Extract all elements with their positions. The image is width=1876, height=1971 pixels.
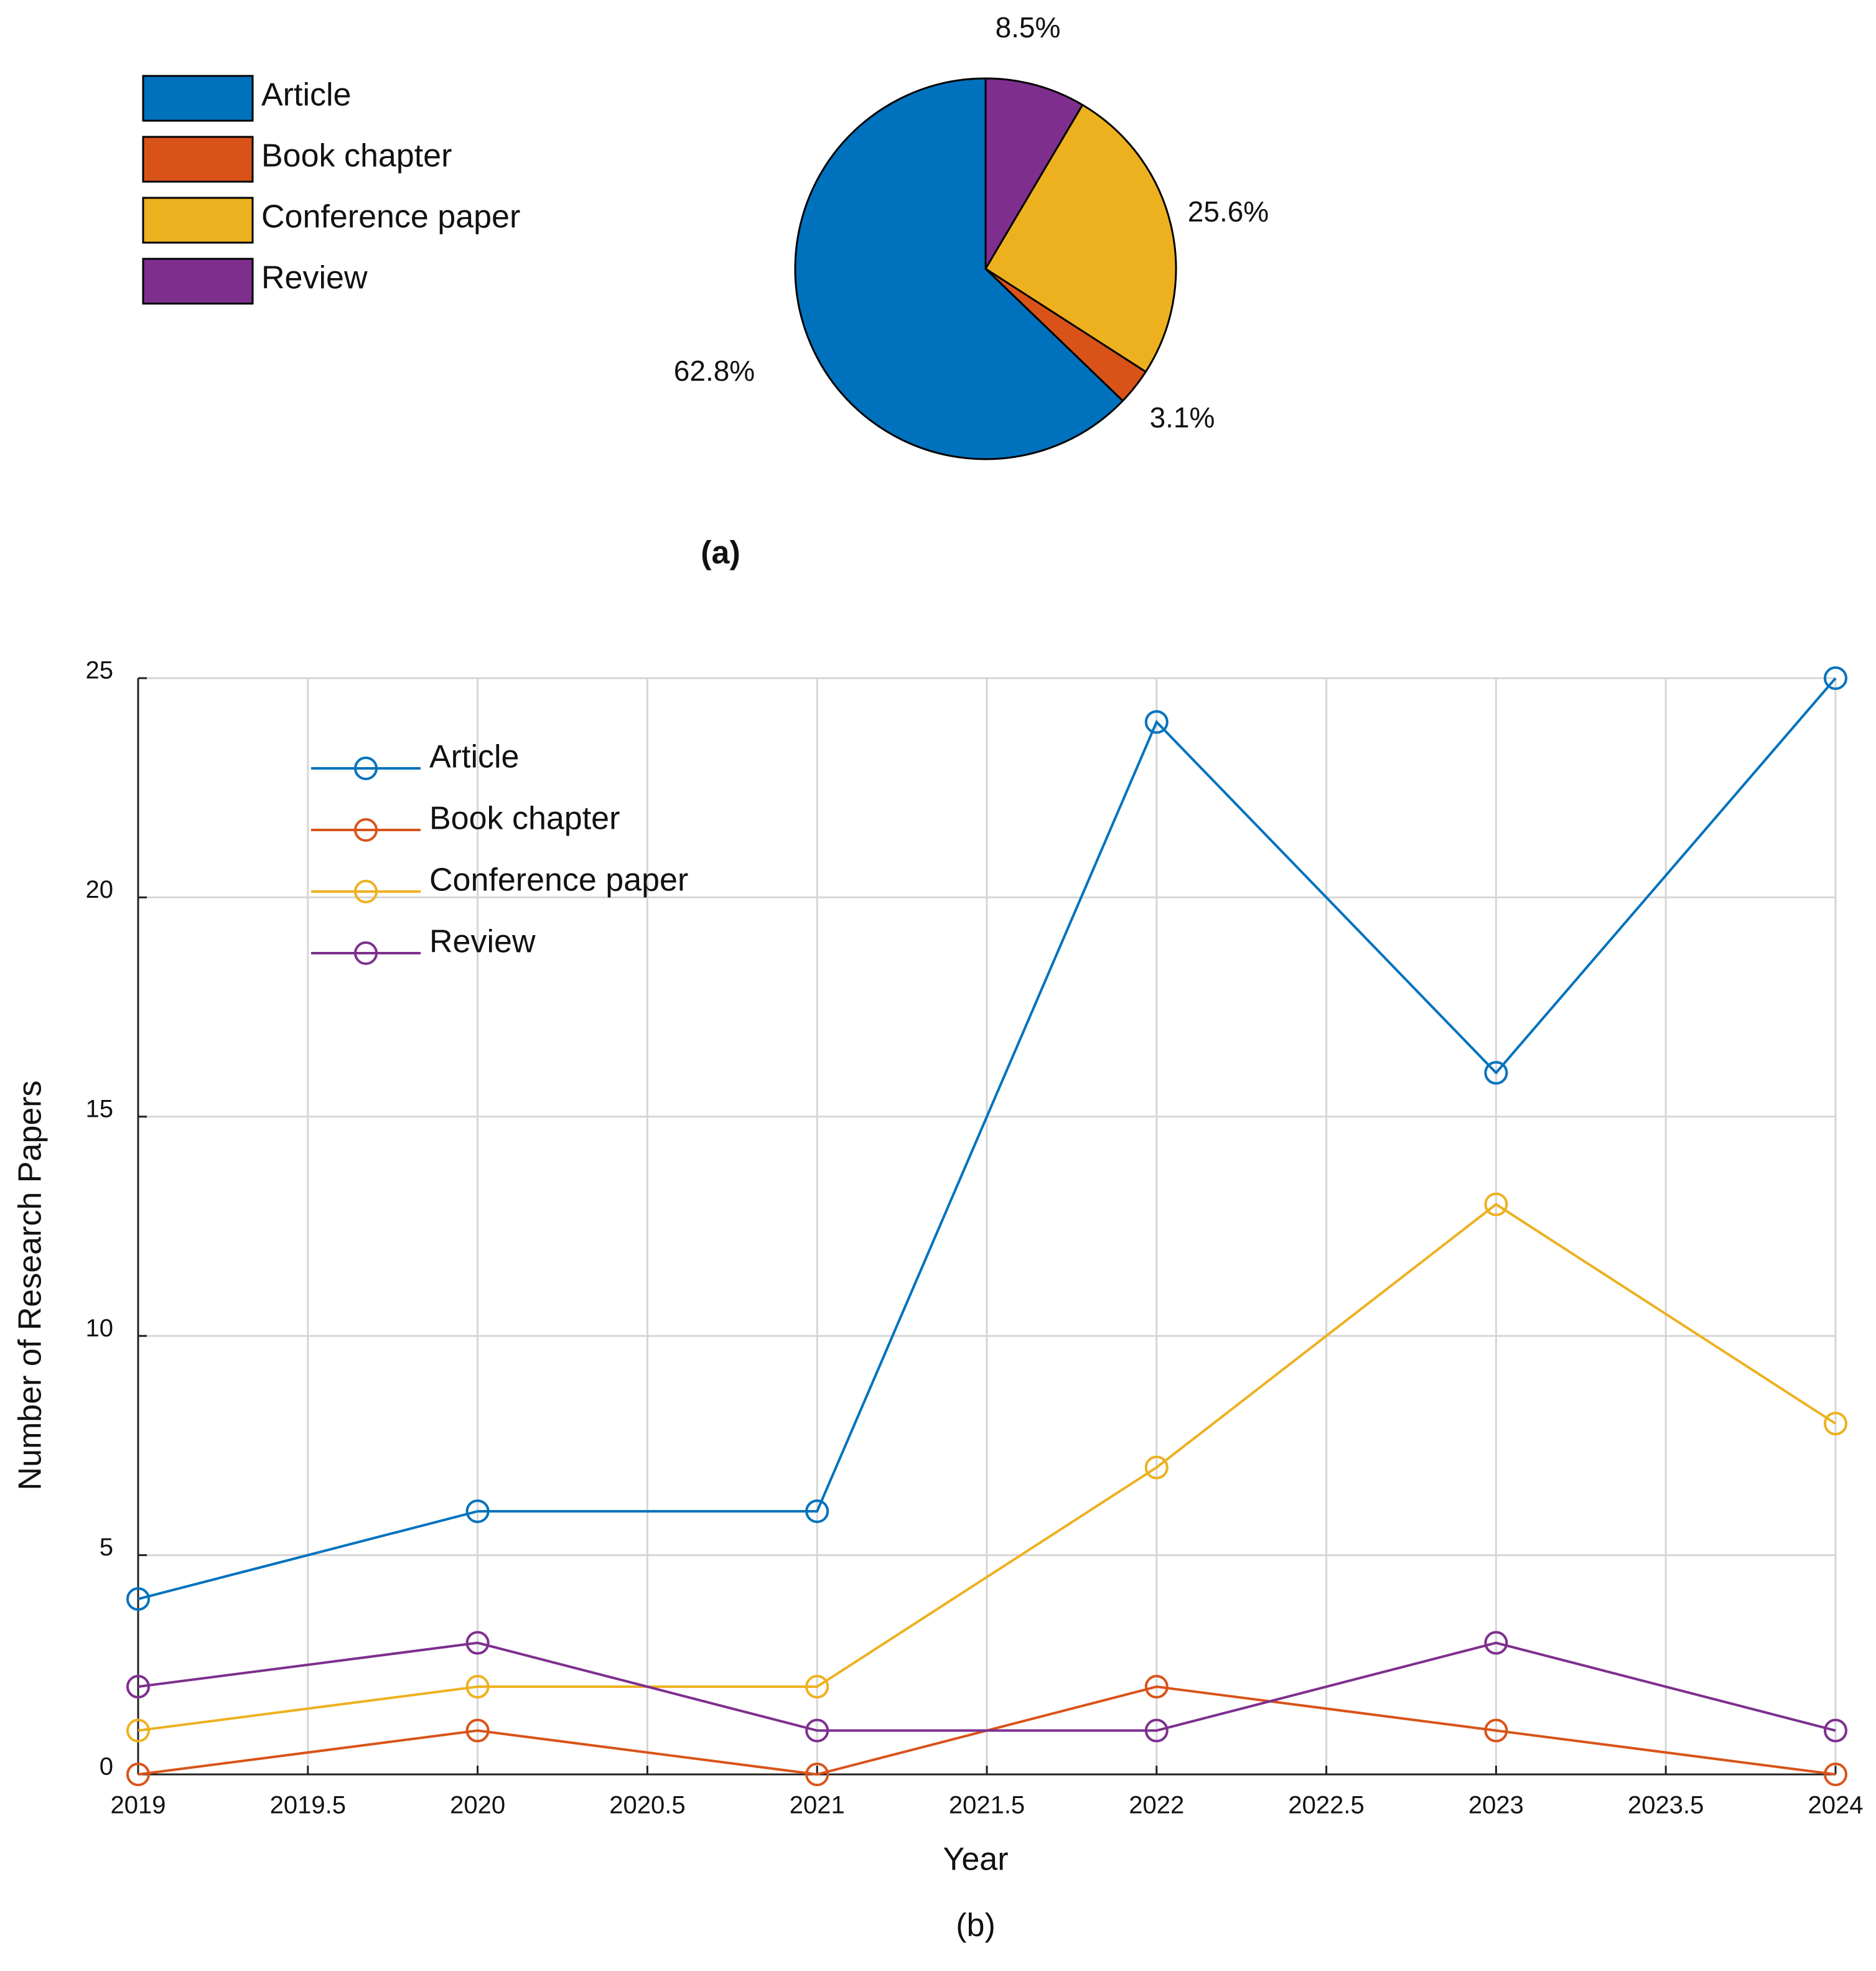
series-line-article <box>138 677 1837 1601</box>
line-legend-marker-book-chapter <box>354 818 378 842</box>
data-point-book-chapter <box>1484 1718 1508 1743</box>
pie-legend-label-article: Article <box>261 77 351 113</box>
data-point-review <box>805 1718 829 1743</box>
y-tick-label: 10 <box>86 1315 114 1342</box>
data-point-article <box>1144 710 1169 734</box>
pie-legend-label-conference-paper: Conference paper <box>261 199 520 235</box>
series-line-conference-paper <box>138 1203 1837 1732</box>
x-tick-label: 2022 <box>1129 1792 1184 1819</box>
data-point-book-chapter <box>805 1763 829 1786</box>
data-point-book-chapter <box>465 1718 490 1743</box>
data-point-conference-paper <box>465 1675 490 1699</box>
pie-slice-conference-paper <box>984 103 1177 373</box>
line-legend-label-review: Review <box>429 924 536 960</box>
line-legend-label-book-chapter: Book chapter <box>429 801 620 837</box>
x-tick-label: 2020.5 <box>609 1792 685 1819</box>
y-axis-title: Number of Research Papers <box>12 1081 49 1491</box>
data-point-book-chapter <box>126 1763 150 1786</box>
pie-slice-article <box>794 77 1124 460</box>
data-point-article <box>126 1587 150 1611</box>
pie-legend-swatch-book-chapter <box>142 136 254 183</box>
data-point-article <box>1824 666 1847 690</box>
x-tick-label: 2019.5 <box>270 1792 346 1819</box>
line-chart-panel: 2019 2019.5 2020 2020.5 2021 2021.5 2022 2022.5… <box>12 657 1864 1944</box>
y-ticks: 0 5 10 15 20 25 <box>86 657 147 1781</box>
line-legend-label-article: Article <box>429 739 519 775</box>
data-point-conference-paper <box>1144 1455 1169 1479</box>
pie-chart-panel: Article Book chapter Conference paper Re… <box>142 11 1269 571</box>
line-legend: Article Book chapter Conference paper Re… <box>311 739 688 965</box>
pie-label-conference-paper: 25.6% <box>1188 195 1269 228</box>
y-tick-label: 15 <box>86 1095 114 1122</box>
data-point-conference-paper <box>805 1675 829 1699</box>
pie-label-book-chapter: 3.1% <box>1150 401 1215 434</box>
data-point-article <box>805 1499 829 1524</box>
line-legend-label-conference-paper: Conference paper <box>429 862 688 898</box>
x-tick-label: 2021 <box>790 1792 845 1819</box>
data-point-review <box>1144 1718 1169 1743</box>
y-tick-label: 0 <box>100 1753 113 1781</box>
y-tick-label: 5 <box>100 1534 113 1561</box>
pie-legend-swatch-review <box>142 258 254 305</box>
data-point-conference-paper <box>1484 1192 1508 1216</box>
x-tick-label: 2019 <box>111 1792 166 1819</box>
y-tick-label: 25 <box>86 657 114 684</box>
pie-slices <box>794 77 1177 460</box>
data-point-review <box>1484 1631 1508 1655</box>
caption-b: (b) <box>956 1908 996 1944</box>
x-ticks: 2019 2019.5 2020 2020.5 2021 2021.5 2022 2022.5… <box>111 1766 1864 1819</box>
data-point-book-chapter <box>1824 1763 1847 1786</box>
data-point-conference-paper <box>1824 1412 1847 1436</box>
data-point-book-chapter <box>1144 1675 1169 1699</box>
line-legend-marker-conference-paper <box>354 880 378 903</box>
grid <box>137 677 1837 1776</box>
y-tick-label: 20 <box>86 876 114 903</box>
series-line-review <box>138 1641 1836 1732</box>
data-point-article <box>1484 1061 1508 1085</box>
pie-legend-label-review: Review <box>261 260 368 296</box>
pie-label-article: 62.8% <box>674 355 755 387</box>
pie-label-review: 8.5% <box>996 11 1061 44</box>
line-legend-marker-article <box>354 757 378 780</box>
pie-legend: Article Book chapter Conference paper Re… <box>142 75 520 305</box>
series <box>126 666 1847 1786</box>
data-point-article <box>465 1499 490 1524</box>
x-axis-title: Year <box>943 1842 1008 1878</box>
data-point-review <box>465 1631 490 1655</box>
x-tick-label: 2021.5 <box>949 1792 1025 1819</box>
pie-slice-review <box>984 77 1084 273</box>
caption-a: (a) <box>701 535 740 571</box>
x-tick-label: 2023.5 <box>1628 1792 1704 1819</box>
pie-legend-label-book-chapter: Book chapter <box>261 138 452 174</box>
pie-legend-swatch-conference-paper <box>142 197 254 244</box>
x-tick-label: 2022.5 <box>1288 1792 1364 1819</box>
x-tick-label: 2023 <box>1468 1792 1524 1819</box>
line-legend-marker-review <box>354 941 378 965</box>
data-point-conference-paper <box>126 1718 150 1743</box>
data-point-review <box>126 1675 150 1699</box>
pie-legend-swatch-article <box>142 75 254 122</box>
data-point-review <box>1824 1718 1847 1743</box>
x-tick-label: 2020 <box>450 1792 505 1819</box>
x-tick-label: 2024 <box>1808 1792 1864 1819</box>
